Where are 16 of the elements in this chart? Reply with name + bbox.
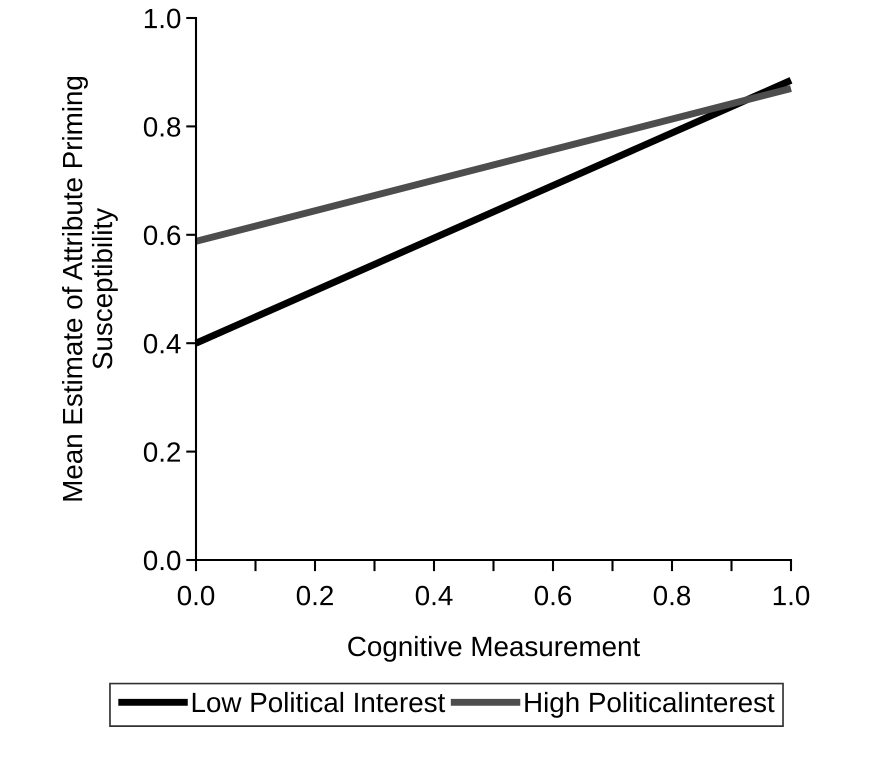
x-tick-label: 1.0 [774, 586, 810, 606]
y-tick-label: 0.8 [144, 117, 180, 137]
y-tick-label: 0.0 [144, 550, 180, 570]
x-tick-label: 0.0 [178, 586, 214, 606]
y-tick-label: 0.6 [144, 225, 180, 246]
x-tick-label: 0.8 [654, 586, 690, 606]
x-tick-label: 0.6 [534, 586, 572, 606]
y-tick-label: 1.0 [144, 8, 180, 28]
x-tick-label: 0.2 [296, 586, 333, 606]
x-axis-title: Cognitive Measurement [348, 636, 640, 662]
y-axis-title: Mean Estimate of Attribute Priming Susceptibility [62, 76, 118, 501]
y-tick-label: 0.4 [144, 334, 181, 354]
y-tick-label: 0.2 [144, 442, 180, 462]
legend-label: High Politicalinterest [525, 692, 774, 718]
x-tick-label: 0.4 [416, 586, 452, 606]
legend-label: Low Political Interest [192, 692, 446, 712]
